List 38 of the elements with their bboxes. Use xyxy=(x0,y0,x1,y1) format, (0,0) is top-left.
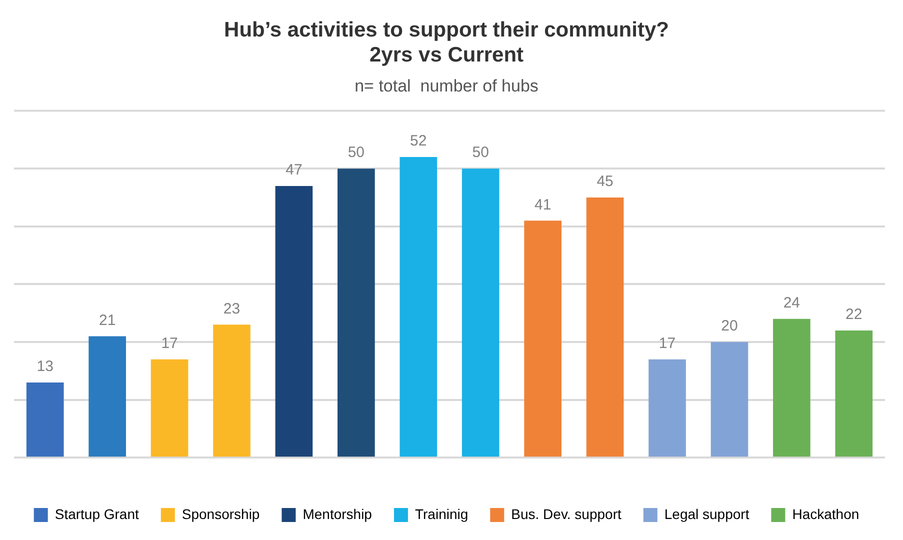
text: 2yrs vs Current xyxy=(369,44,524,67)
data-label: 50 xyxy=(472,144,489,162)
data-label: 50 xyxy=(348,144,365,162)
legend-label: Sponsorship xyxy=(182,506,260,522)
data-label: 24 xyxy=(783,294,800,312)
data-label: 20 xyxy=(721,318,738,335)
bar xyxy=(150,359,188,457)
legend-label: Hackathon xyxy=(792,506,860,522)
legend-label: Bus. Dev. support xyxy=(511,506,622,522)
data-label: 17 xyxy=(161,334,178,352)
legend-label: Traininig xyxy=(414,506,468,522)
bar xyxy=(524,220,562,457)
bar xyxy=(710,342,748,457)
legend-label: Mentorship xyxy=(302,506,372,522)
bar xyxy=(648,359,686,457)
bar xyxy=(275,186,313,457)
bar xyxy=(213,324,250,457)
bar xyxy=(462,168,500,457)
bar xyxy=(88,336,126,457)
data-label: 22 xyxy=(846,306,862,324)
text: Hub’s activities to support their community? xyxy=(224,18,669,42)
data-label: 23 xyxy=(223,300,240,318)
data-label: 17 xyxy=(658,334,676,352)
legend-label: Legal support xyxy=(664,506,750,522)
bar xyxy=(835,330,873,457)
data-label: 52 xyxy=(410,132,427,150)
bar xyxy=(586,198,624,457)
data-label: 47 xyxy=(286,162,302,179)
bar xyxy=(773,318,810,457)
bar xyxy=(400,157,438,457)
bar xyxy=(338,168,375,457)
chart-subtitle: n= total number of hubs xyxy=(354,76,538,96)
legend-label: Startup Grant xyxy=(54,506,139,522)
bar xyxy=(26,382,64,457)
data-label: 41 xyxy=(534,196,552,214)
data-label: 13 xyxy=(36,358,54,376)
data-label: 21 xyxy=(98,312,116,329)
data-label: 45 xyxy=(596,173,614,190)
